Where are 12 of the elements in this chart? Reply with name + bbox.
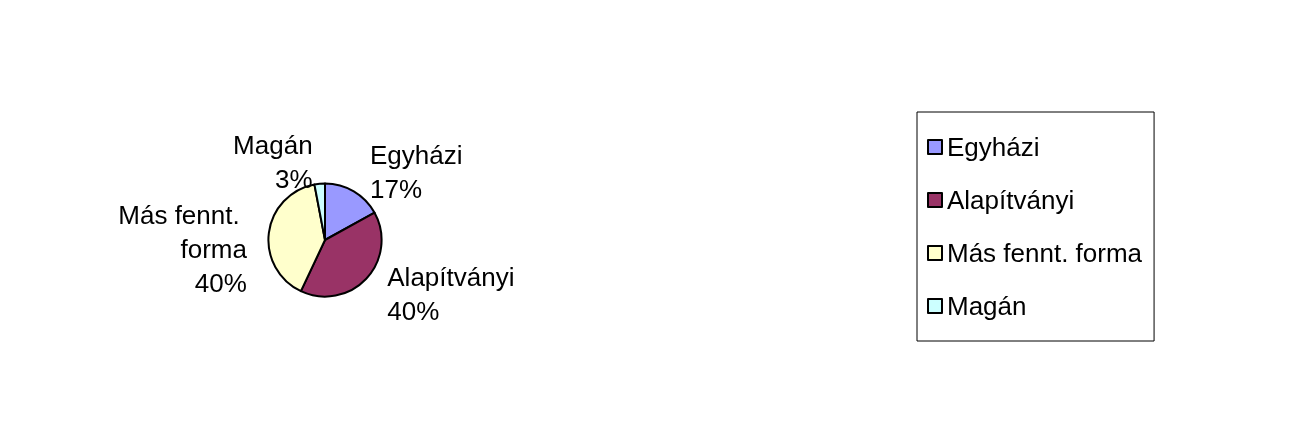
data-label: 3% — [275, 163, 313, 194]
legend-label: Magán — [947, 291, 1027, 321]
legend-label: Alapítványi — [947, 185, 1075, 215]
slice-label: Egyházi — [370, 140, 463, 171]
data-label: 40% — [194, 267, 247, 298]
legend-label: Egyházi — [947, 132, 1040, 162]
data-label: 40% — [387, 295, 440, 326]
legend-label: Más fennt. forma — [947, 238, 1143, 268]
slice-label: Magán — [233, 129, 313, 160]
data-label: 17% — [370, 174, 423, 205]
slice-label: Más fennt. forma — [118, 199, 248, 264]
slice-label: Alapítványi — [387, 261, 515, 292]
